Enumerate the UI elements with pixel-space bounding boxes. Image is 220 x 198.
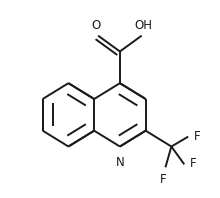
- Text: F: F: [160, 173, 167, 186]
- Text: O: O: [92, 19, 101, 32]
- Text: F: F: [190, 157, 196, 170]
- Text: F: F: [194, 130, 200, 143]
- Text: OH: OH: [135, 19, 153, 32]
- Text: N: N: [116, 156, 124, 169]
